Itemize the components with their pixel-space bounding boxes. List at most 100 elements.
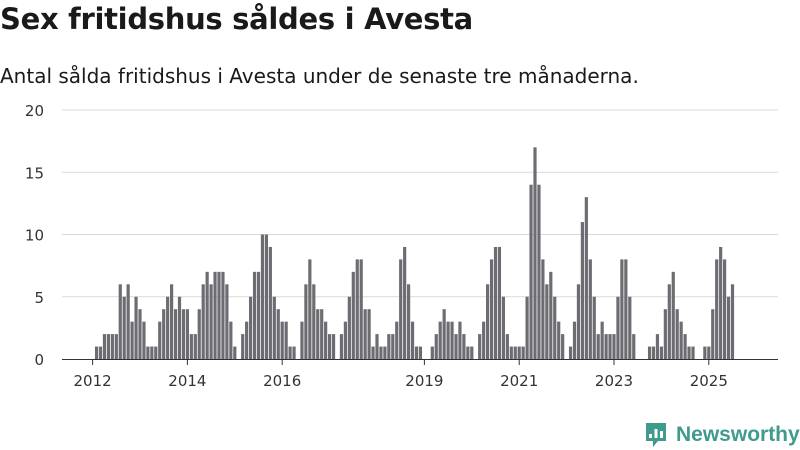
bar [94,346,99,359]
bar [497,246,502,359]
bar [276,309,280,359]
gridlines [62,109,778,360]
bar [170,284,174,359]
bar [233,346,237,359]
bar [173,309,178,359]
bar [387,334,391,359]
bar [541,259,545,359]
bar [371,346,375,359]
bar [256,271,261,359]
bar [703,346,707,359]
bar [486,284,490,359]
x-tick-label: 2023 [595,372,633,390]
bar [525,296,529,359]
bar [343,321,347,359]
bar [217,271,221,359]
y-axis-ticks: 0 5 10 15 20 [25,102,44,369]
bars [94,147,735,359]
bar [679,321,683,359]
bar [106,334,110,359]
bar [430,346,434,359]
bar [470,346,474,359]
x-tick-label: 2016 [263,372,301,390]
bar [288,346,292,359]
bar [249,296,253,359]
bar [655,334,660,359]
bar [612,334,616,359]
bar [568,346,573,359]
chart-title: Sex fritidshus såldes i Avesta [0,2,473,36]
bar [723,259,727,359]
bar [553,296,557,359]
bar [351,271,355,359]
bar [505,334,509,359]
bar [162,309,166,359]
bar [197,309,201,359]
bar [537,184,541,359]
bar [608,334,612,359]
bar [209,284,213,359]
bar [529,184,533,359]
bar [493,246,498,359]
bar [719,246,723,359]
bar [383,346,387,359]
bar [146,346,150,359]
x-axis-ticks: 2012 2014 2016 2019 2021 2023 2025 [74,359,728,390]
chart-subtitle: Antal sålda fritidshus i Avesta under de… [0,64,639,88]
bar [359,259,363,359]
bar [501,296,505,359]
bar [450,321,454,359]
bar [521,346,525,359]
bar [584,197,588,359]
brand-name: Newsworthy [676,423,800,446]
bar [193,334,197,359]
bar-chart-logo-icon [646,423,666,447]
bar [304,284,308,359]
bar [102,334,107,359]
x-tick-label: 2025 [690,372,728,390]
bar [620,259,624,359]
bar [154,346,158,359]
bar [580,222,584,359]
bar [241,334,245,359]
bar [707,346,711,359]
bar [201,284,205,359]
bar [517,346,521,359]
bar [557,321,561,359]
bar [347,296,351,359]
bar [466,346,470,359]
bar [328,334,332,359]
newsworthy-logo: Newsworthy [644,420,800,450]
x-tick-label: 2019 [405,372,443,390]
bar [177,296,182,359]
bar [458,321,462,359]
bar [375,334,379,359]
bar [280,321,284,359]
bar [572,321,577,359]
bar [442,309,446,359]
bar [478,334,482,359]
bar [482,321,486,359]
bar [300,321,304,359]
bar [308,259,312,359]
bar [185,309,189,359]
bar [118,284,122,359]
bar [675,309,679,359]
bar [379,346,383,359]
bar [363,309,367,359]
bar [687,346,691,359]
bar [454,334,458,359]
annotations: 6 [740,0,750,4]
bar [446,321,450,359]
bar [434,334,438,359]
bar [367,309,371,359]
bar [181,309,186,359]
bar [407,284,411,359]
bar [134,296,138,359]
bar [730,284,735,359]
bar [513,346,517,359]
bar [410,321,415,359]
bar [150,346,154,359]
bar [225,284,229,359]
